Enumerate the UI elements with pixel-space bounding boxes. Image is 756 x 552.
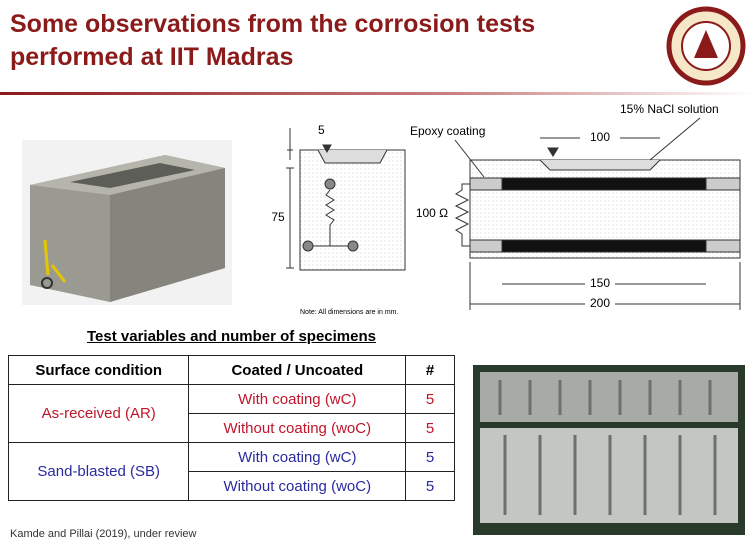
slide: Some observations from the corrosion tes… (0, 0, 756, 552)
coating-cell: Without coating (woC) (189, 414, 406, 443)
cross-section (286, 128, 405, 270)
table-row: Sand-blasted (SB)With coating (wC)5 (9, 443, 455, 472)
count-cell: 5 (406, 385, 455, 414)
coating-cell: Without coating (woC) (189, 472, 406, 501)
pond-width-label: 100 (590, 130, 610, 144)
dimension-note: Note: All dimensions are in mm. (300, 309, 398, 316)
coating-cell: With coating (wC) (189, 385, 406, 414)
total-length-label: 200 (590, 296, 610, 310)
header-cell: Surface condition (9, 356, 189, 385)
count-cell: 5 (406, 443, 455, 472)
logo (669, 9, 743, 83)
height-label: 75 (271, 210, 285, 224)
header-cell: Coated / Uncoated (189, 356, 406, 385)
count-cell: 5 (406, 414, 455, 443)
block-photo (22, 140, 232, 305)
coating-cell: With coating (wC) (189, 443, 406, 472)
table-row: As-received (AR)With coating (wC)5 (9, 385, 455, 414)
condition-cell: Sand-blasted (SB) (9, 443, 189, 501)
count-cell: 5 (406, 472, 455, 501)
footer: Kamde and Pillai (2019), under review (10, 528, 197, 540)
depth-label: 5 (318, 123, 325, 137)
solution-label: 15% NaCl solution (620, 102, 719, 116)
bar-length-label: 150 (590, 276, 610, 290)
epoxy-label: Epoxy coating (410, 124, 485, 138)
resistor-label: 100 Ω (416, 206, 448, 220)
table-caption: Test variables and number of specimens (8, 328, 455, 345)
condition-cell: As-received (AR) (9, 385, 189, 443)
header-cell: # (406, 356, 455, 385)
specimens-photo (473, 365, 745, 535)
